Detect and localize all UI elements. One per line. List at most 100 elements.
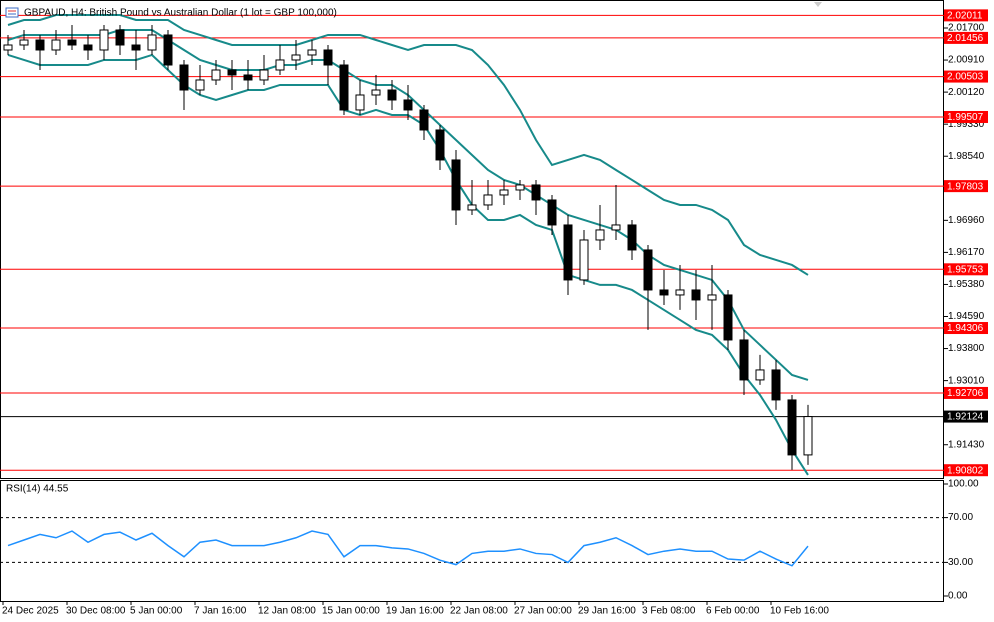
level-label: 2.02011 xyxy=(947,11,983,22)
level-label: 1.92706 xyxy=(947,388,984,399)
y-tick-label: 1.94590 xyxy=(948,311,985,322)
y-tick-label: 1.99330 xyxy=(948,119,985,130)
candle-body xyxy=(739,339,749,381)
level-label-box xyxy=(944,110,988,123)
candle-body xyxy=(787,399,797,456)
level-label-box xyxy=(944,322,988,335)
candle-body xyxy=(595,229,605,241)
level-label: 1.97803 xyxy=(947,181,984,192)
current-price-label: 1.92124 xyxy=(947,412,984,423)
candle-body xyxy=(771,369,781,401)
candle-body xyxy=(19,39,29,46)
rsi-title: RSI(14) 44.55 xyxy=(6,484,69,495)
candle-body xyxy=(67,39,77,46)
candle-body xyxy=(131,44,141,51)
y-tick-label: 1.91430 xyxy=(948,439,985,450)
candle-body xyxy=(259,69,269,81)
candle-body xyxy=(3,44,13,51)
level-label: 2.01456 xyxy=(947,33,984,44)
candle-body xyxy=(659,289,669,296)
candle-body xyxy=(163,34,173,66)
candle-body xyxy=(547,199,557,226)
candle-body xyxy=(723,294,733,341)
x-tick-label: 12 Jan 08:00 xyxy=(258,606,316,617)
plot-layer: 2.01700 2.00910 2.00120 1.99330 1.98540 1.969… xyxy=(0,9,988,617)
y-tick-label: 1.96170 xyxy=(948,247,985,258)
price-pane xyxy=(0,0,944,479)
y-tick-label: 1.96960 xyxy=(948,215,985,226)
candle-body xyxy=(691,289,701,301)
candle-body xyxy=(627,224,637,251)
candle-body xyxy=(387,89,397,101)
candle-body xyxy=(419,109,429,131)
x-tick-label: 7 Jan 16:00 xyxy=(194,606,247,617)
y-tick-label: 0.00 xyxy=(948,591,968,602)
candle-body xyxy=(435,129,445,161)
candle-body xyxy=(323,49,333,66)
current-price-box xyxy=(944,410,988,423)
candle-body xyxy=(515,184,525,191)
x-tick-label: 5 Jan 00:00 xyxy=(130,606,183,617)
candle-body xyxy=(35,39,45,51)
x-tick-label: 19 Jan 16:00 xyxy=(386,606,444,617)
x-tick-label: 27 Jan 00:00 xyxy=(514,606,572,617)
candle-body xyxy=(371,89,381,96)
candle-body xyxy=(579,239,589,281)
candle-body xyxy=(355,94,365,111)
level-label: 2.00503 xyxy=(947,72,984,83)
y-tick-label: 1.98540 xyxy=(948,151,985,162)
candle-body xyxy=(147,34,157,51)
y-tick-label: 1.95380 xyxy=(948,279,985,290)
candle-body xyxy=(531,184,541,201)
x-tick-label: 30 Dec 08:00 xyxy=(66,606,126,617)
x-tick-label: 6 Feb 00:00 xyxy=(706,606,760,617)
candle-body xyxy=(195,79,205,91)
candle-body xyxy=(643,249,653,291)
level-label-box xyxy=(944,263,988,276)
level-label-box xyxy=(944,464,988,477)
y-tick-label: 2.01700 xyxy=(948,23,985,34)
rsi-line xyxy=(7,530,809,567)
level-label-box xyxy=(944,9,988,22)
rsi-pane xyxy=(0,480,944,602)
y-tick-label: 1.93800 xyxy=(948,343,985,354)
y-tick-label: 2.00120 xyxy=(948,87,985,98)
candle-body xyxy=(499,189,509,196)
candle-body xyxy=(563,224,573,281)
x-tick-label: 15 Jan 00:00 xyxy=(322,606,380,617)
y-tick-label: 30.00 xyxy=(948,557,973,568)
level-label: 1.95753 xyxy=(947,264,984,275)
candle-body xyxy=(707,294,717,301)
x-tick-label: 10 Feb 16:00 xyxy=(770,606,829,617)
y-tick-label: 100.00 xyxy=(948,479,979,490)
level-label-box xyxy=(944,70,988,83)
candle-body xyxy=(243,74,253,81)
candle-body xyxy=(99,29,109,51)
candle-body xyxy=(291,54,301,61)
level-label-box xyxy=(944,31,988,44)
candle-body xyxy=(51,39,61,51)
candle-body xyxy=(115,29,125,46)
candle-body xyxy=(339,64,349,111)
x-tick-label: 3 Feb 08:00 xyxy=(642,606,696,617)
x-tick-label: 24 Dec 2025 xyxy=(2,606,59,617)
y-tick-label: 2.00910 xyxy=(948,55,985,66)
candle-body xyxy=(755,369,765,381)
candle-body xyxy=(451,159,461,211)
candle-body xyxy=(483,194,493,206)
symbol-icon xyxy=(5,7,19,18)
x-tick-label: 22 Jan 08:00 xyxy=(450,606,508,617)
level-label: 1.90802 xyxy=(947,465,984,476)
candle-body xyxy=(179,64,189,91)
candle-body xyxy=(307,49,317,56)
scroll-marker xyxy=(814,2,822,7)
candle-body xyxy=(275,59,285,71)
chart-title: GBPAUD, H4: British Pound vs Australian … xyxy=(24,8,337,19)
candle-body xyxy=(227,69,237,76)
level-label-box xyxy=(944,386,988,399)
candle-body xyxy=(467,204,477,211)
candle-body xyxy=(211,69,221,81)
y-tick-label: 1.93010 xyxy=(948,375,985,386)
y-tick-label: 70.00 xyxy=(948,512,973,523)
